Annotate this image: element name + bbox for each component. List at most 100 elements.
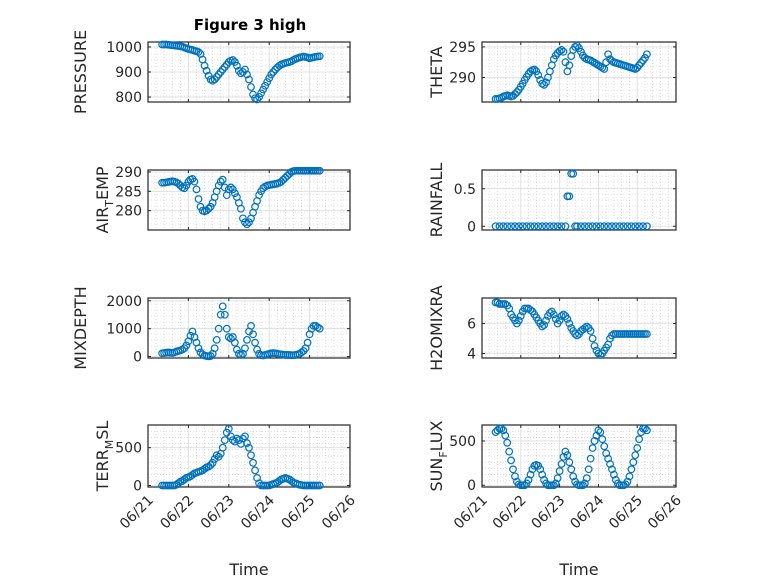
- data-point: [226, 183, 235, 192]
- data-point: [594, 61, 603, 70]
- data-point: [279, 175, 288, 184]
- data-point: [592, 222, 601, 231]
- data-point: [315, 52, 324, 61]
- data-point: [497, 424, 506, 433]
- data-point: [635, 222, 644, 231]
- data-point: [259, 85, 268, 94]
- data-point: [627, 465, 636, 474]
- data-point: [245, 443, 253, 452]
- data-point: [637, 58, 645, 67]
- data-point: [586, 56, 595, 65]
- axes-box: [481, 297, 677, 359]
- data-point: [538, 322, 547, 331]
- data-point: [633, 444, 642, 452]
- data-point: [639, 222, 647, 231]
- data-point: [206, 202, 215, 211]
- data-point: [553, 222, 562, 231]
- data-point: [578, 481, 587, 490]
- data-point: [567, 465, 576, 474]
- data-point: [226, 334, 235, 343]
- data-point: [495, 222, 504, 231]
- data-point: [194, 344, 203, 353]
- data-point: [243, 439, 251, 448]
- data-point: [511, 222, 519, 231]
- data-point: [596, 428, 605, 436]
- data-point: [204, 204, 213, 213]
- data-point: [218, 175, 227, 184]
- data-point: [530, 65, 539, 74]
- data-point: [206, 352, 215, 360]
- data-point: [559, 452, 568, 461]
- data-point: [588, 222, 597, 231]
- y-tick-label: 1000: [106, 322, 142, 338]
- data-point: [214, 324, 223, 333]
- data-point: [623, 222, 632, 231]
- data-point: [499, 426, 508, 435]
- data-point: [526, 222, 535, 231]
- data-point: [526, 306, 535, 314]
- data-point: [247, 83, 255, 91]
- data-point: [635, 435, 644, 444]
- y-tick-label: 1000: [106, 40, 142, 56]
- data-point: [192, 185, 201, 194]
- data-point: [546, 309, 554, 317]
- data-point: [569, 169, 578, 178]
- data-point: [532, 67, 541, 76]
- data-point: [228, 56, 237, 64]
- data-point: [542, 316, 550, 325]
- data-point: [255, 191, 264, 200]
- y-axis-label: SUNFLUX: [427, 420, 450, 491]
- data-point: [604, 50, 612, 59]
- data-point: [586, 327, 595, 335]
- axes-box: [147, 169, 351, 231]
- data-point: [514, 222, 523, 231]
- data-point: [542, 222, 550, 231]
- data-point: [232, 345, 241, 354]
- data-point: [241, 432, 249, 441]
- data-point: [580, 222, 589, 231]
- data-point: [243, 335, 251, 344]
- y-tick-label: 285: [115, 184, 142, 200]
- data-point: [604, 454, 612, 463]
- data-point: [251, 466, 259, 475]
- data-point: [559, 47, 568, 56]
- data-point: [220, 310, 229, 319]
- data-point: [557, 312, 566, 320]
- data-point: [538, 222, 547, 231]
- data-point: [265, 74, 274, 83]
- data-point: [186, 331, 195, 340]
- data-point: [315, 166, 324, 175]
- data-point: [230, 338, 239, 347]
- data-point: [557, 460, 566, 468]
- data-point: [623, 477, 632, 486]
- data-point: [557, 46, 566, 54]
- data-point: [555, 316, 564, 325]
- data-point: [182, 181, 191, 190]
- data-point: [283, 171, 292, 180]
- data-point: [204, 71, 213, 80]
- data-point: [241, 65, 249, 74]
- data-point: [503, 222, 512, 231]
- y-axis-label: TERRMSL: [93, 421, 116, 493]
- data-point: [230, 189, 239, 198]
- y-tick-label: 4: [467, 347, 476, 363]
- data-point: [586, 454, 595, 463]
- data-point: [190, 177, 199, 186]
- data-point: [251, 338, 259, 347]
- data-point: [625, 472, 634, 481]
- figure-title: Figure 3 high: [194, 16, 307, 34]
- data-point: [507, 222, 516, 231]
- data-point: [588, 57, 597, 66]
- data-point: [598, 435, 607, 444]
- data-point: [600, 222, 609, 231]
- data-point: [516, 312, 525, 320]
- data-point: [255, 93, 264, 101]
- data-point: [538, 470, 547, 479]
- data-point: [551, 51, 560, 60]
- data-point: [641, 54, 649, 62]
- y-tick-label: 0: [467, 478, 476, 494]
- y-tick-label: 2000: [106, 294, 142, 310]
- y-tick-label: 500: [115, 441, 142, 457]
- data-point: [526, 67, 535, 76]
